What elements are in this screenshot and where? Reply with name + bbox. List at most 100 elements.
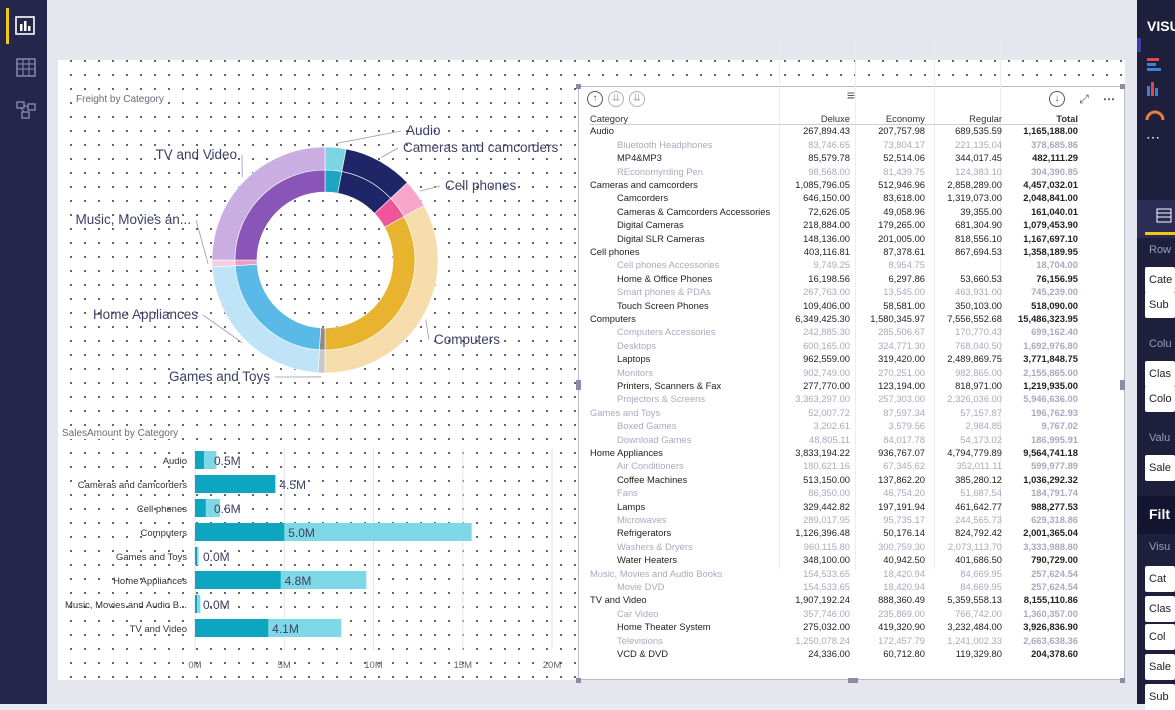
matrix-cell: 2,001,365.04 <box>1023 526 1078 539</box>
drag-handle-icon[interactable]: ≡ <box>843 87 859 103</box>
donut-category-label: Cameras and camcorders <box>403 140 559 155</box>
fields-tab[interactable] <box>1137 200 1175 238</box>
bar-primary <box>195 571 281 589</box>
more-options-icon[interactable]: ⋯ <box>1101 91 1117 107</box>
matrix-cell: 6,297.86 <box>889 272 926 285</box>
resize-handle[interactable] <box>1120 84 1125 89</box>
matrix-cell: 18,420.94 <box>883 580 925 593</box>
matrix-cell: 1,692,976.80 <box>1023 339 1078 352</box>
expand-all-icon[interactable]: ⇊ <box>629 91 645 107</box>
matrix-cell: 419,320.90 <box>878 620 925 633</box>
rows-field-subcategory[interactable]: Sub <box>1145 292 1175 318</box>
matrix-cell: 790,729.00 <box>1031 553 1078 566</box>
matrix-cell: 270,251.00 <box>878 366 925 379</box>
matrix-cell: 87,597.34 <box>883 406 925 419</box>
donut-leader-line <box>336 131 401 144</box>
bar-category-label: Music, Movies and Audio B... <box>65 600 187 611</box>
filter-card-category[interactable]: Cat <box>1145 566 1175 592</box>
x-tick-label: 10M <box>364 660 383 671</box>
matrix-cell: 3,232,484.00 <box>947 620 1002 633</box>
matrix-cell: 119,329.80 <box>956 647 1002 660</box>
report-view-button[interactable] <box>0 8 47 44</box>
columns-field-color[interactable]: Colo <box>1145 386 1175 412</box>
visual-icons[interactable]: ⋯ <box>1137 50 1175 170</box>
filter-card-color[interactable]: Col <box>1145 624 1175 650</box>
resize-handle[interactable] <box>1120 678 1125 683</box>
matrix-cell: 170,770.43 <box>955 325 1002 338</box>
matrix-row-label: MP4&MP3 <box>617 151 662 164</box>
matrix-row-label: Cell phones <box>590 245 640 258</box>
columns-field-class[interactable]: Clas <box>1145 361 1175 387</box>
matrix-row-label: Cameras & Camcorders Accessories <box>617 205 770 218</box>
matrix-cell: 3,202.61 <box>814 419 851 432</box>
matrix-cell: 184,791.74 <box>1031 486 1078 499</box>
x-tick-label: 15M <box>454 660 473 671</box>
focus-mode-icon[interactable]: ⤢ <box>1076 91 1092 107</box>
values-field-sales[interactable]: Sale <box>1145 455 1175 481</box>
resize-handle[interactable] <box>576 380 581 390</box>
filter-card-subcategory[interactable]: Sub <box>1145 684 1175 710</box>
drill-up-icon[interactable]: ↑ <box>587 91 603 107</box>
matrix-row-label: Washers & Dryers <box>617 540 693 553</box>
matrix-cell: 16,198.56 <box>808 272 850 285</box>
model-view-button[interactable] <box>0 92 47 128</box>
matrix-cell: 95,735.17 <box>883 513 925 526</box>
rows-field-category[interactable]: Cate <box>1145 267 1175 293</box>
filter-card-class[interactable]: Clas <box>1145 596 1175 622</box>
drill-down-icon[interactable]: ↓ <box>1049 91 1065 107</box>
resize-handle[interactable] <box>1120 380 1125 390</box>
filter-card-sales[interactable]: Sale <box>1145 654 1175 680</box>
data-view-button[interactable] <box>0 50 47 86</box>
matrix-cell: 689,535.59 <box>955 124 1002 137</box>
drill-mode-icon[interactable]: ⇊ <box>608 91 624 107</box>
resize-handle[interactable] <box>576 678 581 683</box>
resize-handle[interactable] <box>576 84 581 89</box>
matrix-row-label: Fans <box>617 486 638 499</box>
resize-handle[interactable] <box>848 678 858 683</box>
matrix-cell: 207,757.98 <box>878 124 925 137</box>
matrix-cell: 768,040.50 <box>955 339 1002 352</box>
